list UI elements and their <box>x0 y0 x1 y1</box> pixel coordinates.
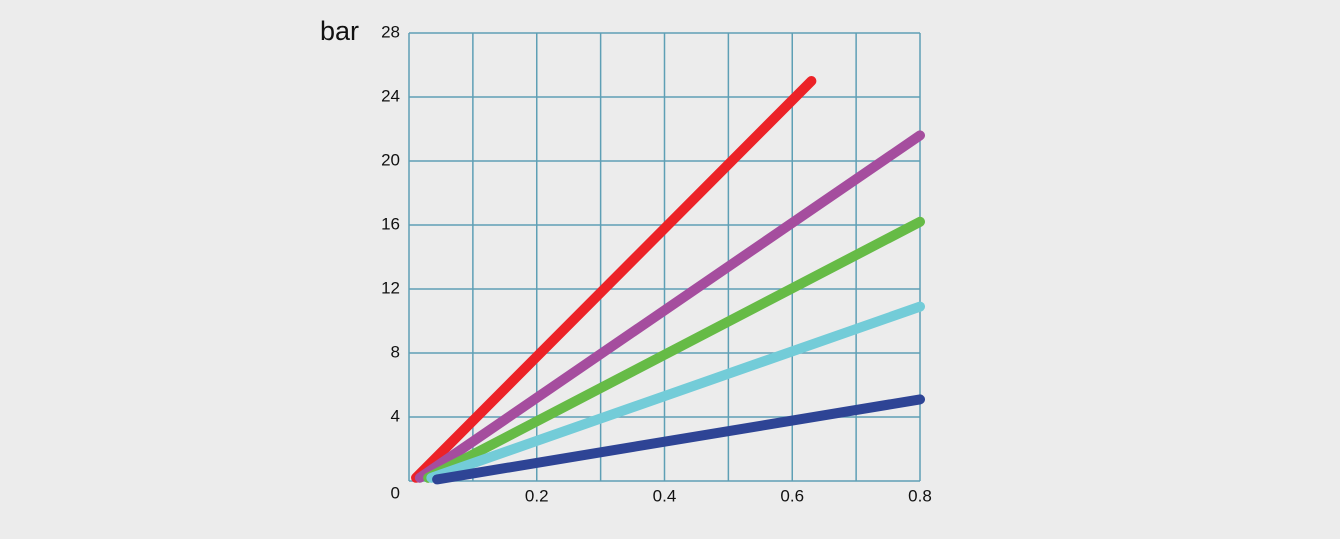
series-line <box>426 301 925 483</box>
y-tick-label: 20 <box>381 150 400 169</box>
y-tick-label: 0 <box>391 483 400 502</box>
x-tick-label: 0.8 <box>908 486 932 505</box>
y-tick-label: 16 <box>381 214 400 233</box>
y-tick-label: 28 <box>381 22 400 41</box>
series-line <box>411 76 817 483</box>
y-tick-label: 12 <box>381 278 400 297</box>
x-tick-label: 0.4 <box>653 486 677 505</box>
series-line <box>423 216 925 483</box>
series-line <box>414 130 925 483</box>
x-tick-label: 0.6 <box>780 486 804 505</box>
y-tick-label: 24 <box>381 86 400 105</box>
y-tick-label: 8 <box>391 342 400 361</box>
y-axis-label: bar <box>320 16 359 46</box>
y-tick-label: 4 <box>391 406 400 425</box>
x-tick-label: 0.2 <box>525 486 549 505</box>
series-line <box>432 394 925 485</box>
